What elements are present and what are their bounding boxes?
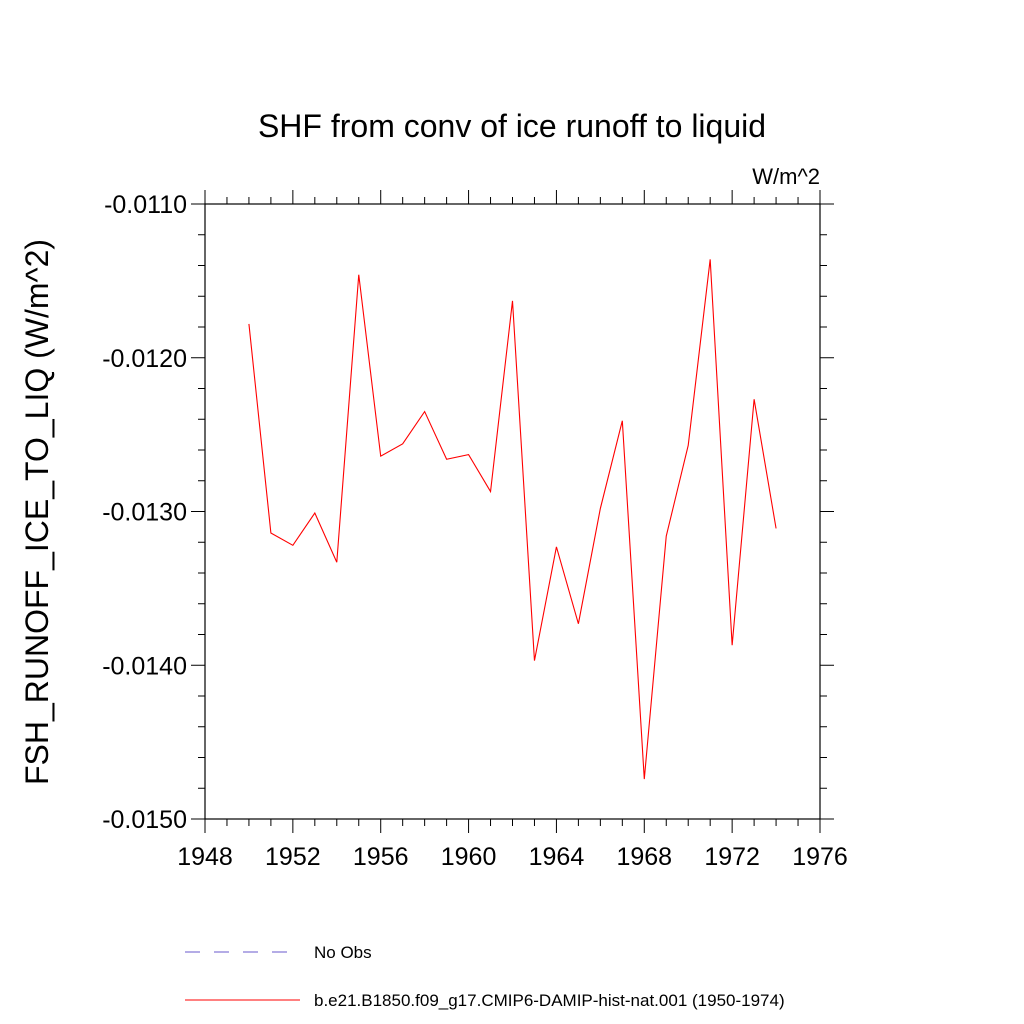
x-tick-label: 1976: [792, 843, 848, 871]
y-axis-label: FSH_RUNOFF_ICE_TO_LIQ (W/m^2): [19, 239, 55, 785]
x-tick-label: 1972: [704, 843, 760, 871]
units-label: W/m^2: [752, 164, 820, 189]
x-tick-label: 1960: [441, 843, 497, 871]
chart-title: SHF from conv of ice runoff to liquid: [258, 108, 766, 144]
series-line: [248, 259, 777, 780]
x-tick-label: 1948: [177, 843, 233, 871]
plot-area: [248, 259, 777, 780]
legend-label: No Obs: [314, 943, 372, 962]
y-tick-label: -0.0130: [102, 499, 187, 527]
axes: 1948 1952 1956 1960 1964 1968 1972 1976 -0.0110 -…: [102, 190, 848, 871]
x-tick-label: 1956: [353, 843, 409, 871]
y-tick-label: -0.0110: [104, 191, 187, 219]
legend-label: b.e21.B1850.f09_g17.CMIP6-DAMIP-hist-nat…: [314, 991, 785, 1010]
x-tick-label: 1968: [616, 843, 672, 871]
legend: No Obs b.e21.B1850.f09_g17.CMIP6-DAMIP-hi…: [185, 943, 785, 1010]
plot-frame: [204, 203, 821, 820]
y-tick-label: -0.0140: [102, 652, 187, 680]
y-tick-label: -0.0120: [102, 345, 187, 373]
x-tick-label: 1952: [265, 843, 321, 871]
y-tick-label: -0.0150: [102, 806, 187, 834]
x-tick-label: 1964: [529, 843, 585, 871]
